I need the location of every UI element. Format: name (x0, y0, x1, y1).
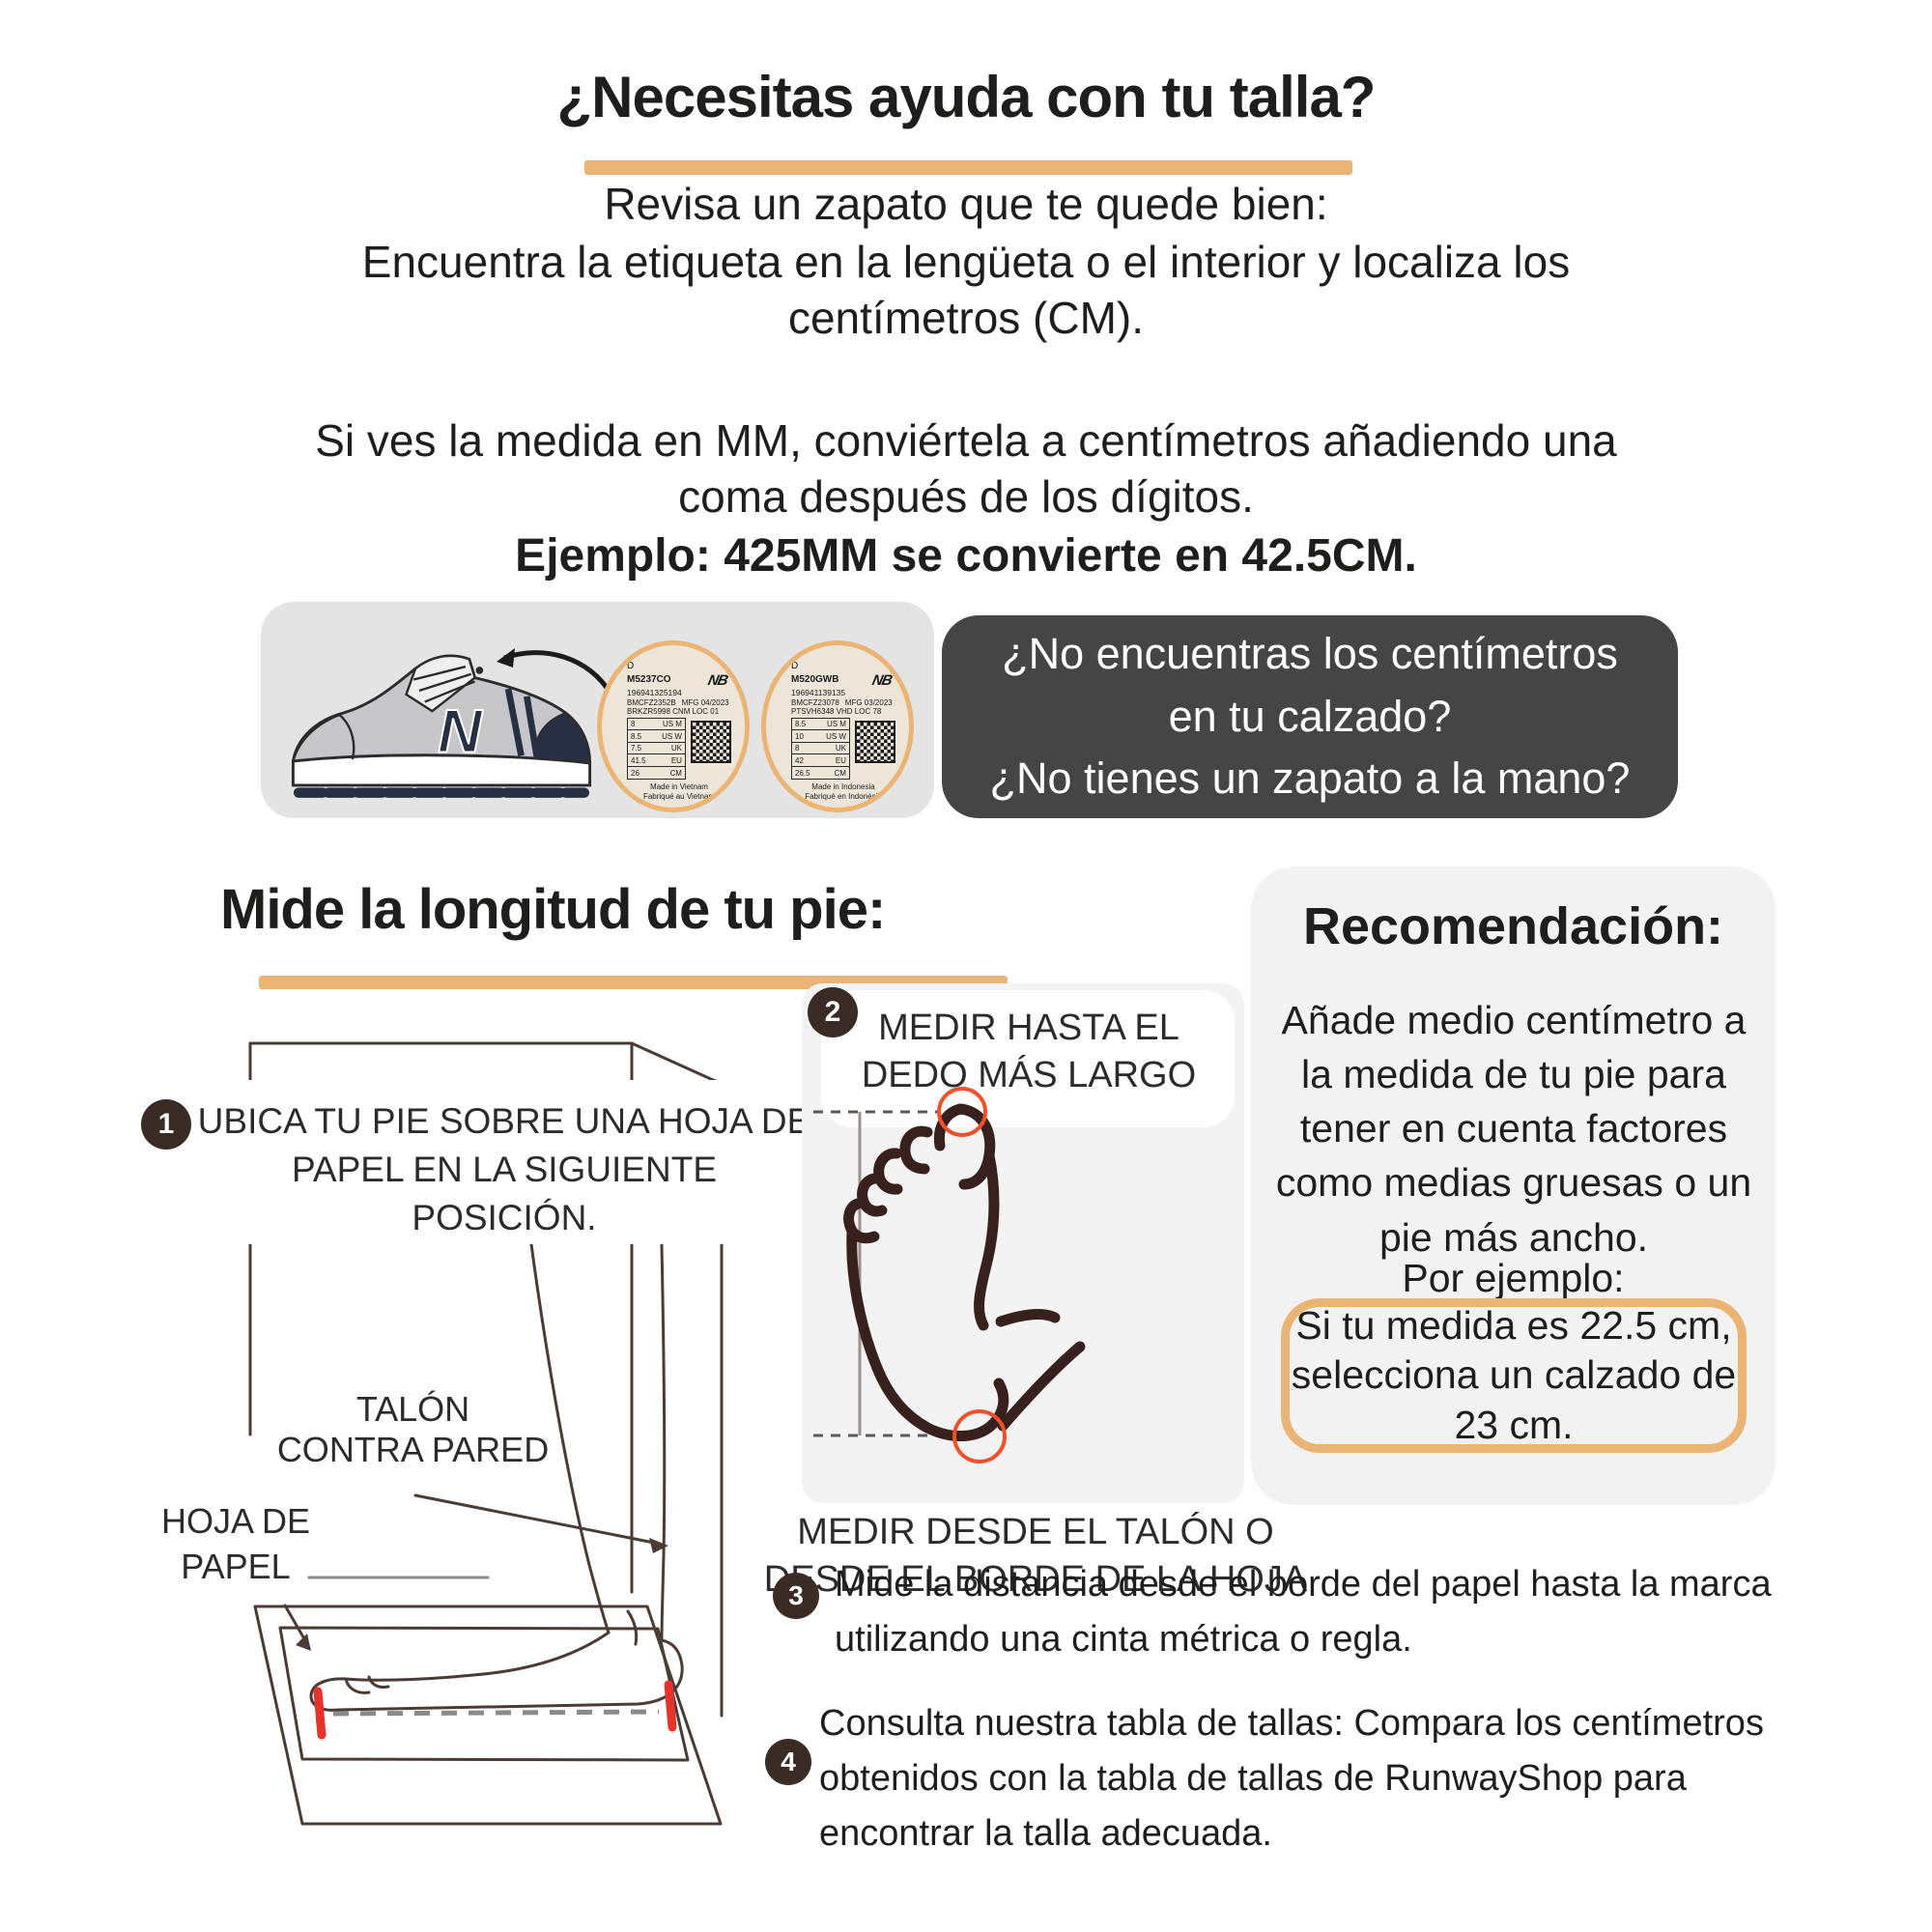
intro-detail: Encuentra la etiqueta en la lengüeta o e… (361, 237, 1571, 343)
size-row: 42 EU (792, 754, 849, 767)
svg-text:N: N (438, 697, 483, 765)
recommendation-example-box: Si tu medida es 22.5 cm, selecciona un c… (1281, 1298, 1747, 1453)
recommendation-heading: Recomendación: (1302, 897, 1724, 955)
label2-size-table: 8.5 US M 10 US W 8 UK 42 EU 26.5 CM (791, 717, 850, 781)
label1-made2: Fabriqué au Vietnam (642, 792, 716, 802)
size-row: 8.5 US M (792, 719, 849, 731)
label1-serial: 196941325194 (627, 687, 682, 697)
shoe-tongue-label-1: D M5237CO NB 196941325194 BMCFZ2352B MFG… (597, 640, 750, 812)
label2-corner: D (791, 661, 799, 671)
label2-model: M520GWB (791, 674, 839, 686)
label2-info1: BMCFZ23078 (791, 697, 839, 707)
step3-badge: 3 (773, 1573, 819, 1619)
heel-against-wall-label: TALÓN CONTRA PARED (276, 1389, 550, 1470)
label1-info1: BMCFZ2352B (627, 697, 676, 707)
step4-text: Consulta nuestra tabla de tallas: Compar… (819, 1703, 1764, 1854)
step3-text: Mide la distancia desde el borde del pap… (835, 1564, 1772, 1660)
label2-made1: Made in Indonesia (811, 782, 875, 792)
label2-made2: Fabriqué en Indonésie (805, 792, 882, 802)
label1-corner: D (627, 661, 635, 671)
size-row: 8 US M (628, 719, 685, 731)
question-1: ¿No encuentras los centímetros en tu cal… (1002, 628, 1618, 741)
recommendation-example-intro: Por ejemplo: (1402, 1256, 1625, 1300)
no-cm-question-box: ¿No encuentras los centímetros en tu cal… (942, 615, 1678, 818)
label1-size-table: 8 US M 8.5 US W 7.5 UK 41.5 EU 26 CM (627, 717, 686, 781)
label1-mfg: MFG 04/2023 (681, 697, 729, 707)
recommendation-panel (1251, 867, 1776, 1505)
step1-text: UBICA TU PIE SOBRE UNA HOJA DE PAPEL EN … (197, 1101, 811, 1237)
size-row: 8 UK (792, 743, 849, 755)
step2-text: MEDIR HASTA EL DEDO MÁS LARGO (861, 1008, 1197, 1096)
step1-background (124, 1080, 811, 1244)
page-title: ¿Necesitas ayuda con tu talla? (556, 65, 1377, 129)
shoe-tongue-label-2: D M520GWB NB 196941139135 BMCFZ23078 MFG… (761, 640, 914, 812)
size-row: 26 CM (631, 768, 682, 778)
foot-top-view-illustration (813, 1087, 1086, 1463)
label1-info2: BRKZR5998 CNM LOC 01 (627, 706, 720, 716)
qr-code-icon (690, 720, 731, 763)
size-row: 26.5 CM (795, 768, 846, 778)
size-row: 41.5 EU (628, 754, 685, 767)
title-underline (584, 160, 1352, 175)
label1-made1: Made in Vietnam (650, 782, 708, 792)
paper-sheet-label: HOJA DE PAPEL (160, 1501, 311, 1586)
label2-info2: PTSVH6348 VHD LOC 78 (791, 706, 882, 716)
size-row: 8.5 US W (628, 730, 685, 743)
size-row: 7.5 UK (628, 743, 685, 755)
step2-background (821, 990, 1235, 1127)
conversion-example: Ejemplo: 425MM se convierte en 42.5CM. (515, 530, 1417, 582)
size-row: 10 US W (792, 730, 849, 743)
label2-serial: 196941139135 (791, 687, 846, 697)
step2-badge: 2 (808, 987, 858, 1037)
step1-badge: 1 (141, 1099, 191, 1150)
brand-logo-icon: NB (870, 671, 894, 689)
measure-section-heading: Mide la longitud de tu pie: (220, 878, 886, 941)
qr-code-icon (854, 720, 895, 763)
label1-model: M5237CO (627, 674, 671, 686)
step4-badge: 4 (765, 1739, 811, 1785)
measure-from-heel-label: MEDIR DESDE EL TALÓN O DESDE EL BORDE DE… (763, 1512, 1308, 1601)
recommendation-body: Añade medio centímetro a la medida de tu… (1275, 998, 1752, 1260)
mm-conversion-note: Si ves la medida en MM, conviértela a ce… (315, 415, 1617, 522)
sneaker-illustration: N (291, 654, 592, 798)
intro-line: Revisa un zapato que te quede bien: (604, 179, 1328, 229)
label2-mfg: MFG 03/2023 (844, 697, 893, 707)
recommendation-example-text: Si tu medida es 22.5 cm, selecciona un c… (1291, 1302, 1737, 1447)
question-2: ¿No tienes un zapato a la mano? (989, 753, 1631, 804)
brand-logo-icon: NB (706, 671, 729, 689)
